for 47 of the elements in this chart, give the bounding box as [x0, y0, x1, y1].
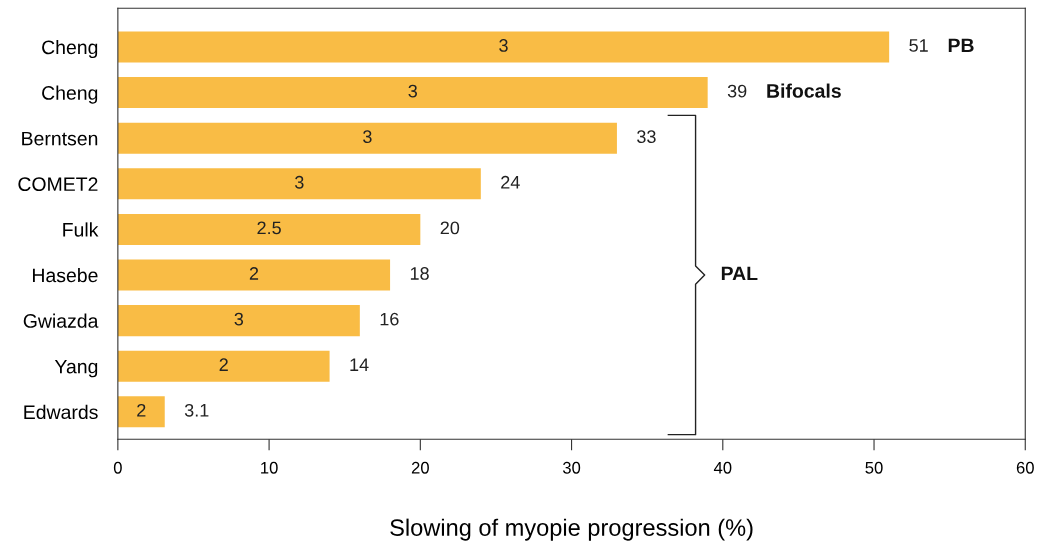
annotation: 3	[295, 175, 304, 189]
bar	[117, 31, 890, 63]
x-tick-label: 40	[713, 461, 732, 474]
data-label: 51	[909, 39, 928, 52]
bar	[117, 350, 330, 382]
x-tick-label: 20	[411, 461, 429, 474]
annotation: 2.5	[257, 221, 281, 235]
x-tick-label: 0	[113, 461, 122, 474]
y-tick-label: COMET2	[18, 177, 98, 192]
annotation: PB	[948, 38, 974, 53]
bar	[117, 168, 481, 200]
annotation: PAL	[721, 266, 758, 281]
data-label: 16	[380, 312, 399, 326]
y-tick-label: Gwiazda	[23, 313, 99, 328]
annotation: 3	[363, 130, 372, 144]
y-tick-label: Berntsen	[22, 131, 98, 146]
annotation: 3	[499, 39, 508, 52]
annotation: 3	[234, 312, 244, 326]
data-label: 33	[637, 130, 656, 144]
y-tick-label: Edwards	[24, 404, 98, 420]
data-label: 24	[501, 175, 520, 189]
x-tick-label: 10	[261, 461, 278, 474]
data-label: 3.1	[184, 403, 209, 417]
y-tick-label: Cheng	[42, 39, 98, 59]
data-label: 18	[410, 267, 429, 280]
annotation: 2	[249, 267, 259, 280]
data-label: 20	[440, 221, 460, 235]
bar	[117, 122, 617, 154]
x-tick-label: 50	[865, 461, 883, 474]
bar	[117, 259, 391, 291]
y-tick-label: Hasebe	[32, 267, 98, 283]
annotation: 3	[408, 84, 417, 98]
data-label: 39	[727, 84, 747, 98]
y-tick-label: Yang	[54, 359, 98, 378]
bar	[117, 213, 421, 245]
annotation: 2	[137, 403, 146, 417]
annotation: 2	[219, 358, 228, 371]
bar	[117, 396, 165, 428]
y-tick-label: Fulk	[63, 222, 99, 237]
annotation: Bifocals	[767, 83, 841, 98]
x-axis-title: Slowing of myopie progression (%)	[390, 518, 753, 541]
x-tick-label: 30	[562, 461, 581, 474]
y-tick-label: Cheng	[42, 85, 98, 104]
bar	[117, 305, 360, 337]
x-tick-label: 60	[1016, 461, 1034, 474]
bar	[117, 77, 708, 109]
data-label: 14	[350, 358, 369, 371]
